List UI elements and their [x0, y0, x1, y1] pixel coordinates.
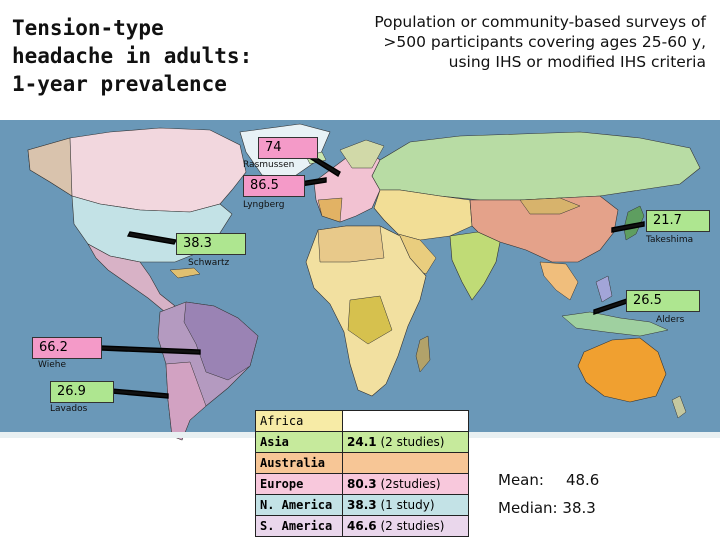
study-value-schwartz: 38.3	[176, 233, 246, 255]
title-line: Tension-type	[12, 16, 164, 40]
australia	[577, 337, 667, 403]
median-row: Median: 38.3	[498, 494, 599, 522]
table-row: Australia	[255, 452, 469, 474]
study-value-lyngberg: 86.5	[243, 175, 305, 197]
region-name: Africa	[255, 410, 343, 432]
region-name: Australia	[255, 452, 343, 474]
region-value: 46.6 (2 studies)	[342, 515, 469, 537]
southeast-asia	[539, 261, 579, 301]
study-author-takeshima: Takeshima	[646, 235, 694, 245]
scandinavia	[339, 139, 385, 169]
region-value: 38.3 (1 study)	[342, 494, 469, 516]
region-name: Europe	[255, 473, 343, 495]
mean-label: Mean:	[498, 471, 544, 489]
philippines	[595, 275, 613, 303]
table-row: Asia 24.1 (2 studies)	[255, 431, 469, 453]
study-value-alders: 26.5	[626, 290, 700, 312]
region-name: Asia	[255, 431, 343, 453]
region-table: Africa Asia 24.1 (2 studies) Australia E…	[255, 410, 469, 537]
subtitle: Population or community-based surveys of…	[286, 12, 706, 72]
china	[469, 195, 619, 263]
study-author-lavados: Lavados	[50, 404, 88, 414]
madagascar	[415, 335, 431, 373]
median-value: 38.3	[562, 499, 596, 517]
study-value-rasmussen: 74	[258, 137, 318, 159]
mongolia	[519, 197, 581, 215]
title-line: 1-year prevalence	[12, 72, 227, 96]
summary-stats: Mean: 48.6 Median: 38.3	[498, 466, 599, 522]
north-africa	[317, 225, 385, 263]
table-row: Europe 80.3 (2studies)	[255, 473, 469, 495]
median-label: Median:	[498, 499, 558, 517]
region-name: S. America	[255, 515, 343, 537]
region-value	[342, 410, 469, 432]
mean-value: 48.6	[565, 471, 600, 489]
new-zealand	[671, 395, 687, 419]
region-value: 80.3 (2studies)	[342, 473, 469, 495]
page-title: Tension-type headache in adults: 1-year …	[12, 14, 302, 98]
title-line: headache in adults:	[12, 44, 253, 68]
leader-takeshima	[611, 221, 645, 233]
study-author-wiehe: Wiehe	[38, 360, 66, 370]
table-row: S. America 46.6 (2 studies)	[255, 515, 469, 537]
study-value-lavados: 26.9	[50, 381, 114, 403]
table-row: N. America 38.3 (1 study)	[255, 494, 469, 516]
alaska	[27, 137, 73, 197]
central-africa	[347, 295, 393, 345]
study-value-takeshima: 21.7	[646, 210, 710, 232]
iberia	[317, 197, 343, 223]
indonesia	[561, 311, 669, 337]
region-value	[342, 452, 469, 474]
caribbean	[169, 267, 201, 279]
study-author-schwartz: Schwartz	[188, 258, 230, 268]
brazil	[183, 301, 259, 381]
leader-schwartz	[126, 231, 178, 245]
argentina-chile	[165, 361, 207, 441]
mean-row: Mean: 48.6	[498, 466, 599, 494]
study-author-lyngberg: Lyngberg	[243, 200, 285, 210]
subtitle-line: >500 participants covering ages 25-60 y,	[383, 33, 706, 51]
study-author-rasmussen: Rasmussen	[243, 160, 295, 170]
subtitle-line: using IHS or modified IHS criteria	[448, 53, 706, 71]
study-value-wiehe: 66.2	[32, 337, 102, 359]
study-author-alders: Alders	[656, 315, 685, 325]
table-row: Africa	[255, 410, 469, 432]
region-name: N. America	[255, 494, 343, 516]
region-value: 24.1 (2 studies)	[342, 431, 469, 453]
subtitle-line: Population or community-based surveys of	[374, 13, 706, 31]
